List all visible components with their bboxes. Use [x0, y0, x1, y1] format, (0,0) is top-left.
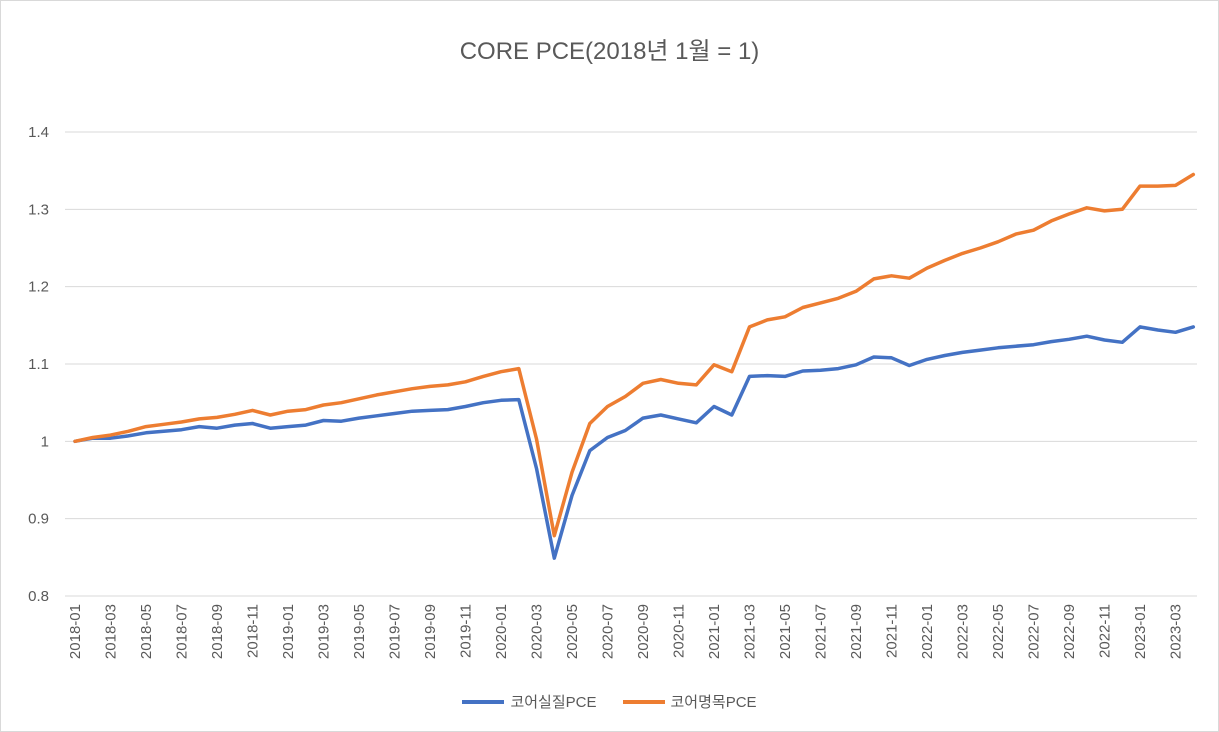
x-tick-label: 2018-03 [103, 604, 120, 659]
x-tick-label: 2021-01 [706, 604, 723, 659]
x-tick-label: 2022-11 [1097, 604, 1114, 658]
legend-label-real: 코어실질PCE [510, 694, 597, 711]
legend-swatch-real [462, 699, 505, 704]
x-tick-label: 2018-05 [138, 604, 155, 659]
x-tick-label: 2022-01 [919, 604, 936, 659]
series-line-nominal [73, 172, 1196, 538]
y-tick-label: 0.9 [28, 511, 49, 528]
legend-item-nominal: 코어명목PCE [622, 691, 757, 712]
chart-title: CORE PCE(2018년 1월 = 1) [459, 38, 760, 65]
x-tick-label: 2022-07 [1026, 604, 1043, 659]
legend-label-nominal: 코어명목PCE [670, 694, 757, 711]
x-tick-label: 2021-11 [884, 604, 901, 658]
y-tick-label: 1.4 [28, 124, 49, 141]
legend: 코어실질PCE 코어명목PCE [1, 691, 1218, 712]
x-tick-label: 2018-07 [174, 604, 191, 659]
x-tick-label: 2018-01 [67, 604, 84, 659]
x-axis: 2018-01 2018-03 2018-05 2018-07 2018-09 2018-… [67, 604, 1185, 659]
x-tick-label: 2019-01 [280, 604, 297, 659]
x-tick-label: 2022-05 [990, 604, 1007, 659]
x-tick-label: 2021-03 [742, 604, 759, 659]
x-tick-label: 2020-03 [529, 604, 546, 659]
x-tick-label: 2020-01 [493, 604, 510, 659]
x-tick-label: 2021-07 [813, 604, 830, 659]
x-tick-label: 2019-09 [422, 604, 439, 659]
x-tick-label: 2018-09 [209, 604, 226, 659]
gridlines [65, 131, 1197, 597]
x-tick-label: 2020-11 [671, 604, 688, 658]
legend-swatch-nominal [622, 699, 665, 704]
y-tick-label: 1.1 [28, 356, 49, 373]
x-tick-label: 2018-11 [245, 604, 262, 658]
x-tick-label: 2019-07 [387, 604, 404, 659]
x-tick-label: 2022-09 [1061, 604, 1078, 659]
x-tick-label: 2020-07 [600, 604, 617, 659]
x-tick-label: 2023-01 [1132, 604, 1149, 659]
x-tick-label: 2023-03 [1168, 604, 1185, 659]
y-tick-label: 1.3 [28, 201, 49, 218]
x-tick-label: 2019-03 [316, 604, 333, 659]
x-tick-label: 2021-05 [777, 604, 794, 659]
series-lines [73, 172, 1196, 560]
y-tick-label: 1 [41, 433, 49, 450]
x-tick-label: 2019-11 [458, 604, 475, 658]
series-line-real [73, 325, 1196, 560]
legend-item-real: 코어실질PCE [462, 691, 597, 712]
x-tick-label: 2020-09 [635, 604, 652, 659]
x-tick-label: 2022-03 [955, 604, 972, 659]
y-axis: 0.8 0.9 1 1.1 1.2 1.3 1.4 [28, 124, 49, 605]
x-tick-label: 2020-05 [564, 604, 581, 659]
y-tick-label: 0.8 [28, 588, 49, 605]
x-tick-label: 2021-09 [848, 604, 865, 659]
y-tick-label: 1.2 [28, 279, 49, 296]
x-tick-label: 2019-05 [351, 604, 368, 659]
